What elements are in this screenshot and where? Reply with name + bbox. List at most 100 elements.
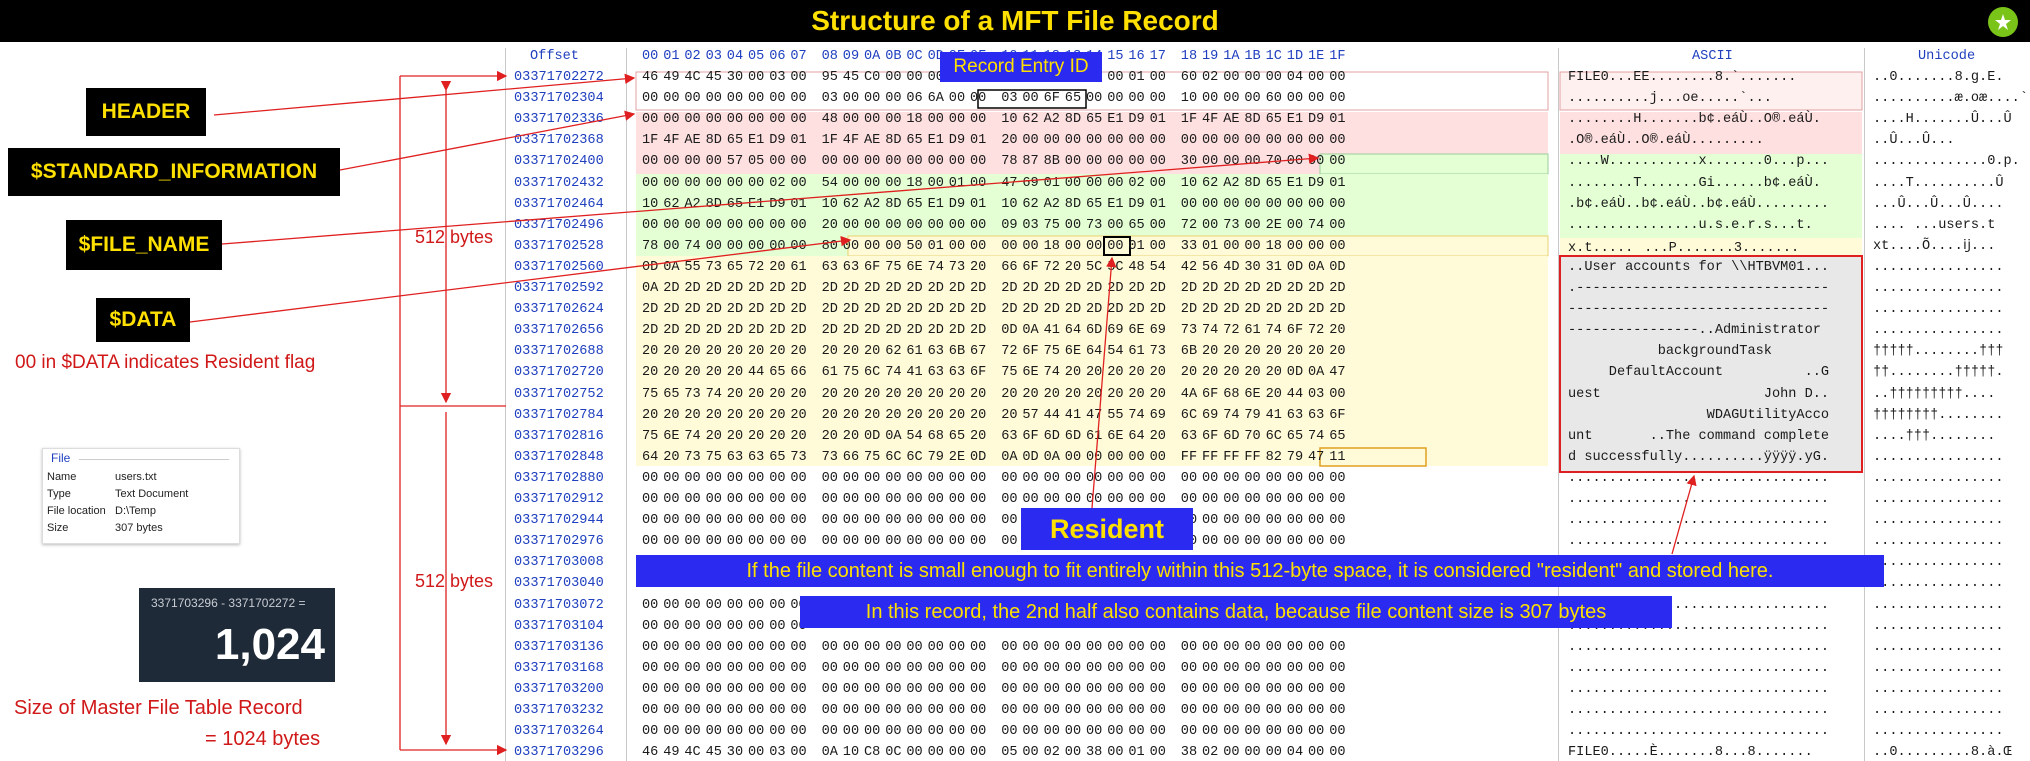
hex-byte: 2D	[705, 323, 722, 339]
file-prop-key: Type	[47, 488, 71, 500]
hex-byte: 00	[885, 513, 902, 529]
hex-byte: 75	[842, 365, 860, 381]
hex-byte: 20	[864, 386, 881, 402]
hex-byte: 00	[821, 660, 838, 676]
hex-byte: 20	[1223, 344, 1240, 360]
hex-byte: 65	[1086, 196, 1103, 212]
row-offset: 03371703040	[514, 576, 604, 592]
hex-byte: 00	[1107, 175, 1124, 191]
hex-byte: 20	[663, 449, 680, 465]
hex-byte: 00	[642, 703, 659, 718]
row-offset: 03371703104	[514, 618, 604, 634]
hex-byte: 00	[1107, 133, 1124, 149]
hex-byte: 30	[1244, 259, 1261, 275]
unicode-text: †††††........†††	[1873, 344, 2004, 360]
hex-byte: 00	[1308, 70, 1325, 85]
hex-byte: 00	[1308, 196, 1325, 212]
hex-byte: 2D	[748, 281, 765, 296]
divider	[505, 48, 506, 761]
hex-byte: 46	[642, 70, 659, 85]
hex-byte: 00	[705, 534, 722, 550]
hex-byte: 20	[1128, 386, 1145, 402]
hex-byte: 00	[642, 470, 659, 486]
offset-header: Offset	[530, 49, 579, 64]
hex-byte: 68	[1223, 386, 1240, 402]
hex-byte: 00	[748, 660, 765, 676]
hex-byte: 00	[1064, 133, 1082, 149]
row-offset: 03371702304	[514, 91, 604, 107]
unicode-text: ..0.........8.à.Œ	[1873, 745, 2012, 761]
hex-byte: 00	[1180, 724, 1198, 740]
hex-byte: 2D	[790, 323, 807, 339]
calculator-result: 1,024	[214, 620, 325, 669]
hex-byte: 00	[885, 681, 902, 697]
hex-byte: 00	[1107, 154, 1124, 170]
hex-byte: 20	[1001, 407, 1018, 423]
hex-byte: 00	[1001, 703, 1018, 718]
hex-byte: 69	[1202, 407, 1219, 423]
hex-byte: 00	[748, 618, 765, 634]
hex-byte: 30	[726, 745, 744, 761]
hex-byte: 73	[790, 449, 807, 465]
hex-byte: 0D	[970, 449, 987, 465]
file-prop-key: Size	[47, 522, 69, 534]
hex-byte: 03	[821, 91, 838, 107]
ascii-text: FILE0.....È.......8...8.......	[1568, 745, 1813, 761]
hex-byte: 00	[927, 681, 944, 697]
hex-byte: 00	[1149, 703, 1166, 718]
hex-byte: 00	[1329, 513, 1346, 529]
hex-byte: 00	[1043, 492, 1060, 507]
unicode-text: ...Û...Û...Û....	[1873, 196, 2004, 212]
hex-byte: 00	[1265, 534, 1282, 550]
row-offset: 03371702400	[514, 154, 604, 170]
hex-byte: 2D	[1107, 302, 1124, 318]
hex-byte: 62	[1202, 175, 1219, 191]
hex-byte: 00	[769, 724, 786, 740]
hex-byte: 2D	[1202, 302, 1219, 318]
hex-byte: 00	[1286, 91, 1304, 107]
column-header: 03	[705, 49, 722, 64]
hex-byte: 00	[1286, 470, 1304, 486]
hex-byte: 00	[1265, 133, 1282, 149]
hex-byte: 2D	[1265, 281, 1282, 296]
hex-byte: 00	[1107, 703, 1124, 718]
hex-byte: 8D	[705, 133, 722, 149]
hex-byte: 2D	[885, 281, 902, 296]
hex-byte: 00	[1286, 492, 1304, 507]
hex-byte: 20	[821, 217, 838, 233]
hex-byte: 00	[1265, 196, 1282, 212]
hex-byte: 00	[927, 470, 944, 486]
hex-byte: 45	[842, 70, 860, 85]
hex-byte: 00	[948, 724, 966, 740]
unicode-text: ................	[1873, 681, 2004, 697]
hex-byte: 74	[1202, 323, 1219, 339]
column-header: 0B	[885, 49, 902, 64]
hex-byte: D9	[769, 196, 786, 212]
hex-byte: 00	[1180, 492, 1198, 507]
hex-byte: 0A	[885, 428, 902, 444]
hex-byte: 75	[885, 259, 902, 275]
hex-byte: 00	[1329, 470, 1346, 486]
hex-byte: 66	[790, 365, 807, 381]
hex-byte: 6E	[906, 259, 923, 275]
hex-byte: 00	[1107, 681, 1124, 697]
hex-byte: 20	[821, 407, 838, 423]
hex-byte: 20	[1064, 259, 1082, 275]
hex-byte: 00	[705, 681, 722, 697]
hex-byte: 55	[684, 259, 701, 275]
hex-byte: 20	[1128, 365, 1145, 381]
hex-byte: 2D	[970, 281, 987, 296]
column-header: 01	[663, 49, 680, 64]
hex-byte: 20	[948, 407, 966, 423]
ascii-text: ................................	[1568, 681, 1830, 697]
hex-byte: 2D	[726, 281, 744, 296]
hex-byte: 00	[821, 470, 838, 486]
hex-byte: 63	[726, 449, 744, 465]
row-offset: 03371703136	[514, 639, 604, 655]
hex-byte: 00	[1086, 703, 1103, 718]
hex-byte: 00	[1086, 639, 1103, 655]
hex-byte: 2D	[1107, 281, 1124, 296]
hex-byte: 20	[1064, 386, 1082, 402]
hex-byte: 20	[705, 344, 722, 360]
hex-byte: 00	[790, 470, 807, 486]
